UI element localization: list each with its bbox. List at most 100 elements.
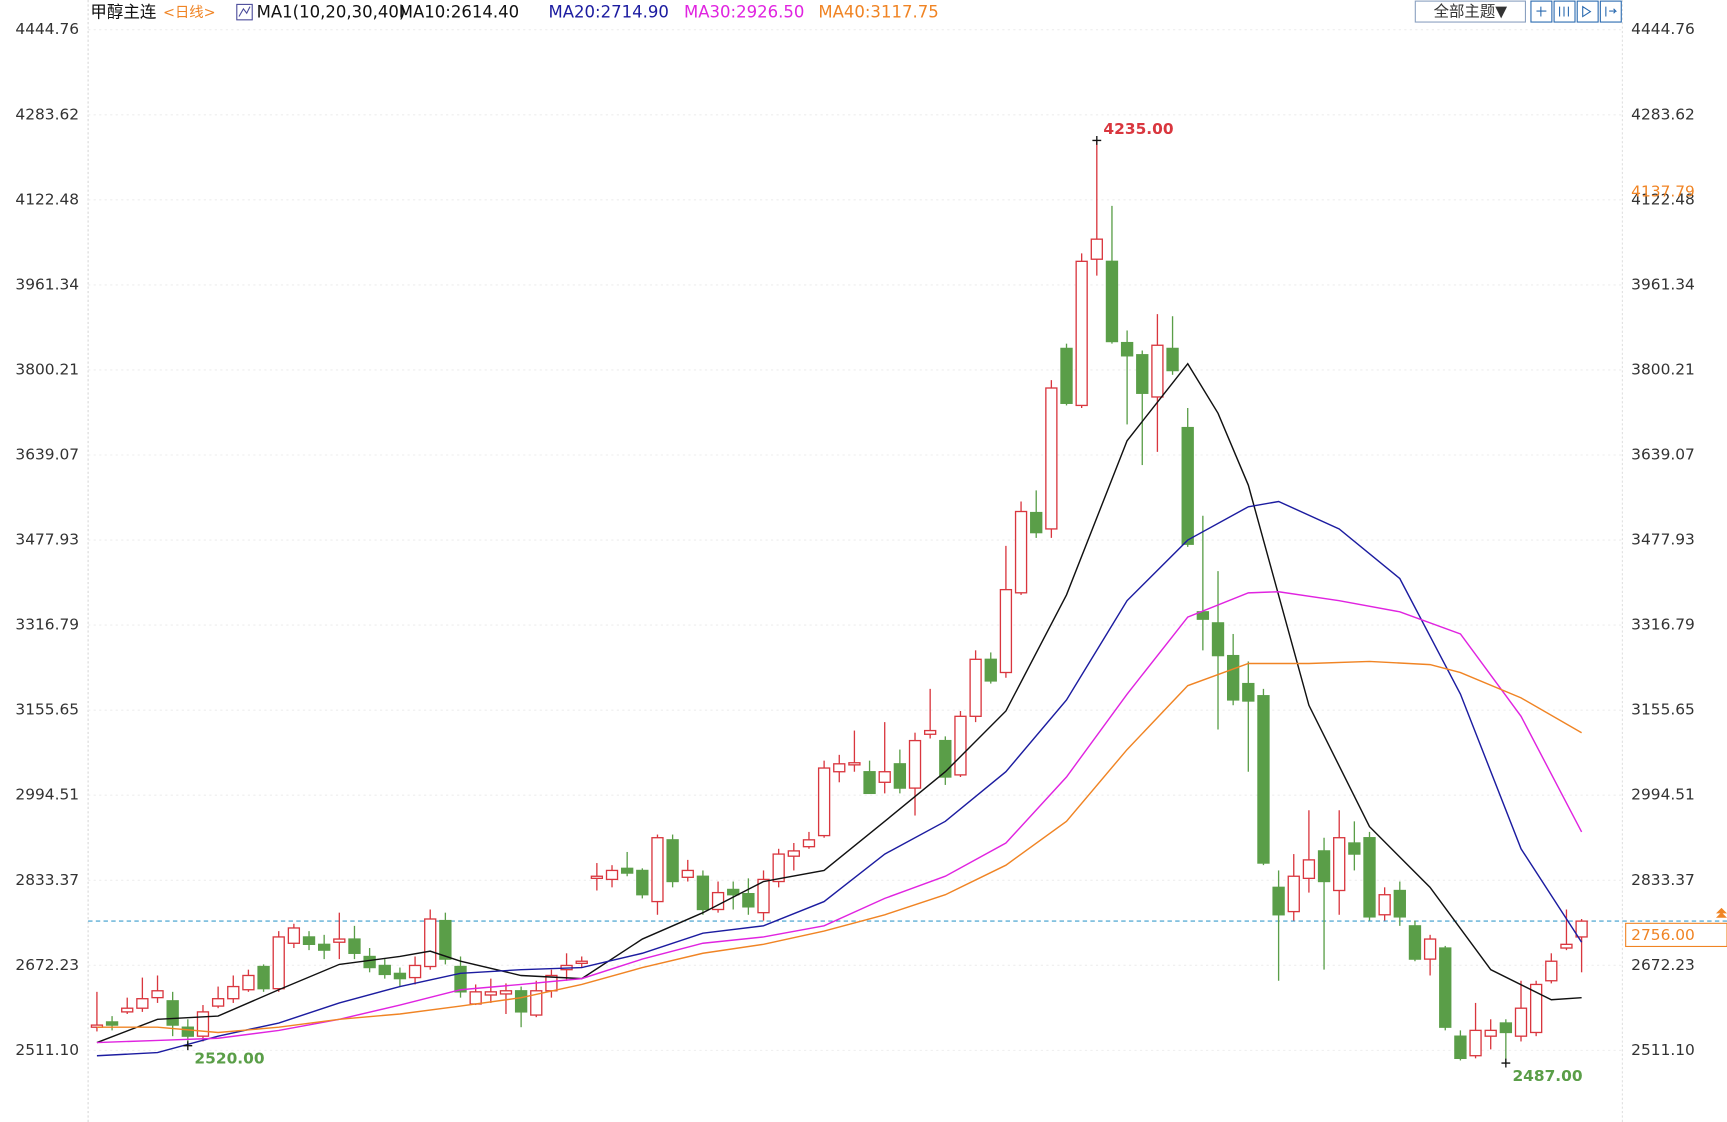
candle — [605, 865, 619, 888]
candle-body — [1181, 426, 1194, 545]
candle-body — [408, 964, 422, 979]
candle-body — [1272, 886, 1285, 916]
candle-body — [1378, 894, 1391, 916]
candle — [227, 975, 240, 1003]
y-tick-label: 2833.37 — [15, 871, 79, 889]
candle — [1560, 909, 1573, 951]
candle — [1075, 253, 1088, 409]
candle — [969, 650, 982, 723]
candle-body — [393, 972, 407, 980]
candle-body — [363, 955, 376, 969]
candle — [151, 975, 164, 1003]
candle-body — [484, 991, 497, 996]
candle — [923, 688, 937, 739]
y-tick-label-right: 3639.07 — [1631, 445, 1695, 463]
ma-line — [96, 591, 1583, 1044]
candle-body — [742, 893, 755, 908]
candle-body — [802, 839, 816, 848]
period[interactable]: <日线> — [163, 4, 216, 21]
y-tick-label: 3961.34 — [15, 275, 79, 293]
candle — [348, 925, 361, 960]
y-tick-label: 2511.10 — [15, 1041, 79, 1059]
legend-entry: MA10:2614.40 — [399, 3, 519, 22]
candle — [393, 967, 407, 987]
candle — [333, 912, 346, 960]
candle — [1151, 314, 1164, 452]
candle — [136, 977, 149, 1012]
candle-body — [333, 938, 346, 943]
candle-body — [439, 919, 452, 960]
candle — [424, 909, 437, 970]
candle — [984, 652, 997, 684]
candle-body — [863, 771, 876, 795]
candle-body — [1166, 347, 1179, 372]
candle-body — [817, 767, 831, 837]
candle-body — [348, 938, 361, 954]
right-marker: 4137.79 — [1631, 182, 1695, 200]
candle — [499, 983, 513, 1015]
candle — [318, 934, 331, 960]
candle — [1272, 870, 1285, 981]
candle — [454, 956, 467, 998]
y-tick-label-right: 3961.34 — [1631, 275, 1695, 293]
candle — [1575, 918, 1588, 973]
candle-body — [1499, 1022, 1513, 1034]
candle-body — [1242, 682, 1255, 702]
candle-body — [1105, 260, 1119, 343]
candle-body — [1120, 341, 1134, 357]
theme-button[interactable]: 全部主题▼ — [1414, 0, 1526, 23]
candle-body — [1136, 354, 1149, 394]
candle-body — [454, 965, 467, 993]
candle-body — [1575, 920, 1588, 938]
candle — [1423, 934, 1437, 976]
theme-button-label[interactable]: 全部主题▼ — [1434, 3, 1508, 21]
candle-body — [318, 943, 331, 951]
candle-body — [1514, 1007, 1528, 1037]
annotation-label: 4235.00 — [1103, 120, 1173, 138]
candle — [1454, 1030, 1467, 1061]
candle — [1287, 854, 1300, 921]
y-tick-label: 4283.62 — [15, 105, 79, 123]
candle-body — [590, 875, 604, 880]
candle — [651, 834, 664, 915]
candle — [1317, 837, 1331, 970]
candle-body — [378, 964, 391, 976]
candle-body — [196, 1011, 210, 1037]
candle-body — [833, 763, 846, 773]
candle — [121, 997, 134, 1015]
candle — [863, 760, 876, 795]
candle — [1378, 887, 1391, 921]
last-price-arrow — [1715, 907, 1727, 918]
candle — [1120, 330, 1134, 425]
candle-body — [121, 1007, 134, 1013]
candle-body — [681, 869, 694, 878]
candle — [1529, 980, 1543, 1037]
candle-body — [302, 936, 316, 945]
candle-body — [1423, 938, 1437, 960]
toolbar-icons[interactable] — [1530, 0, 1622, 23]
y-tick-label: 3800.21 — [15, 360, 79, 378]
candle-body — [1333, 837, 1346, 892]
candle-body — [1348, 842, 1361, 855]
y-tick-label-right: 3800.21 — [1631, 360, 1695, 378]
ma-line — [96, 362, 1582, 1044]
ma-line — [96, 500, 1583, 1057]
y-tick-label-right: 4283.62 — [1631, 105, 1695, 123]
candle-body — [151, 990, 164, 999]
candle-body — [696, 875, 710, 911]
candle — [211, 986, 225, 1009]
candle — [802, 831, 816, 849]
candle — [378, 959, 391, 979]
candle-body — [181, 1026, 194, 1037]
candle — [666, 834, 679, 888]
candle — [954, 711, 967, 778]
candle — [817, 760, 831, 838]
candle — [514, 986, 528, 1028]
candle-body — [1226, 654, 1240, 701]
candle — [939, 736, 952, 785]
candle — [1363, 831, 1376, 921]
candle — [727, 881, 740, 910]
candle-body — [469, 991, 482, 1005]
icon-button[interactable] — [1576, 0, 1599, 23]
legend-entry: MA30:2926.50 — [684, 3, 804, 22]
